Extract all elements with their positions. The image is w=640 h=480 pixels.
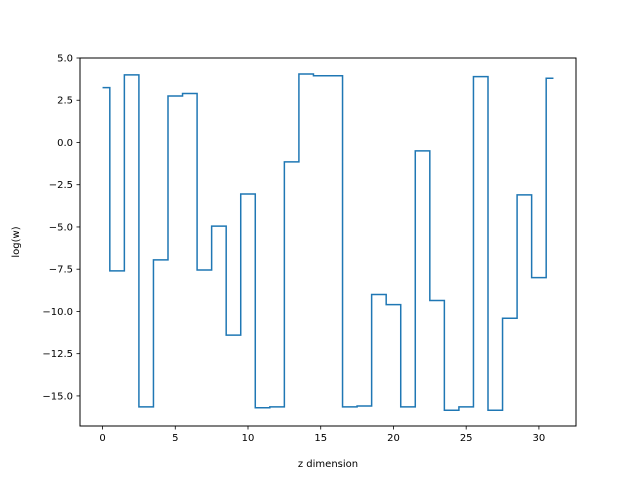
- series-line-0: [102, 73, 554, 412]
- x-tick-label: 0: [99, 433, 105, 444]
- y-tick-label: 2.5: [57, 96, 73, 107]
- x-tick-label: 10: [242, 433, 255, 444]
- x-tick-label: 5: [172, 433, 178, 444]
- y-tick-label: −12.5: [42, 349, 73, 360]
- y-tick-label: −7.5: [49, 265, 73, 276]
- y-axis-ticks: 5.0 2.5 0.0 −2.5 −5.0 −7.5 −10.0 −12.5 −15.0: [42, 54, 80, 402]
- series-layer: [102, 73, 554, 412]
- x-tick-label: 20: [387, 433, 400, 444]
- x-axis-ticks: 0 5 10 15 20 25 30: [99, 426, 545, 444]
- y-tick-label: −15.0: [42, 391, 73, 402]
- plot-frame: [79, 57, 577, 427]
- y-tick-label: −5.0: [49, 222, 73, 233]
- x-tick-label: 30: [533, 433, 546, 444]
- y-axis-label: log(w): [11, 226, 22, 257]
- y-tick-label: 0.0: [57, 138, 73, 149]
- x-tick-label: 15: [314, 433, 327, 444]
- y-tick-label: −2.5: [49, 180, 73, 191]
- x-tick-label: 25: [460, 433, 473, 444]
- y-tick-label: 5.0: [57, 54, 73, 65]
- y-tick-label: −10.0: [42, 307, 73, 318]
- x-axis-label: z dimension: [298, 459, 358, 470]
